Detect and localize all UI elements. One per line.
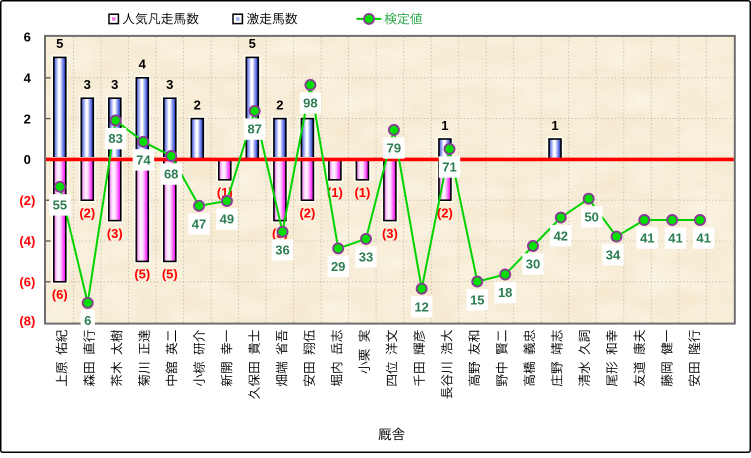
svg-text:42: 42 [554,228,568,243]
svg-text:98: 98 [303,96,317,111]
svg-text:15: 15 [470,292,484,307]
svg-text:5: 5 [249,36,256,51]
svg-text:4: 4 [24,71,32,86]
svg-text:71: 71 [442,160,456,175]
svg-text:1: 1 [551,118,558,133]
svg-text:4: 4 [139,57,147,72]
svg-text:87: 87 [247,122,261,137]
svg-text:(2): (2) [79,206,95,221]
svg-text:12: 12 [414,299,428,314]
svg-text:3: 3 [166,77,173,92]
svg-text:(4): (4) [19,234,35,249]
svg-text:49: 49 [220,212,234,227]
svg-text:6: 6 [24,30,31,45]
svg-text:68: 68 [164,167,178,182]
svg-text:(2): (2) [19,193,35,208]
svg-text:1: 1 [441,118,448,133]
svg-text:(1): (1) [354,185,370,200]
svg-text:34: 34 [606,247,621,262]
svg-text:(5): (5) [134,267,150,282]
svg-text:41: 41 [696,231,710,246]
svg-text:2: 2 [24,111,31,126]
svg-text:33: 33 [359,250,373,265]
svg-text:(6): (6) [52,287,68,302]
svg-text:(1): (1) [327,185,343,200]
svg-text:3: 3 [84,77,91,92]
svg-text:(8): (8) [19,314,35,329]
svg-text:41: 41 [668,231,682,246]
svg-text:41: 41 [640,231,654,246]
svg-text:5: 5 [56,36,63,51]
svg-text:29: 29 [331,259,345,274]
svg-text:36: 36 [275,243,289,258]
svg-text:50: 50 [584,209,598,224]
svg-text:79: 79 [387,141,401,156]
svg-text:3: 3 [111,77,118,92]
svg-text:18: 18 [498,285,512,300]
svg-text:(6): (6) [19,275,35,290]
svg-text:(2): (2) [437,206,453,221]
svg-text:47: 47 [192,217,206,232]
svg-text:6: 6 [84,313,91,328]
svg-text:0: 0 [24,152,31,167]
svg-text:(3): (3) [382,226,398,241]
svg-text:2: 2 [276,97,283,112]
svg-text:30: 30 [526,257,540,272]
svg-text:74: 74 [136,153,151,168]
svg-text:(3): (3) [107,226,123,241]
svg-text:(5): (5) [162,267,178,282]
svg-text:(2): (2) [299,206,315,221]
svg-text:83: 83 [108,131,122,146]
svg-text:55: 55 [53,198,67,213]
svg-text:2: 2 [194,97,201,112]
